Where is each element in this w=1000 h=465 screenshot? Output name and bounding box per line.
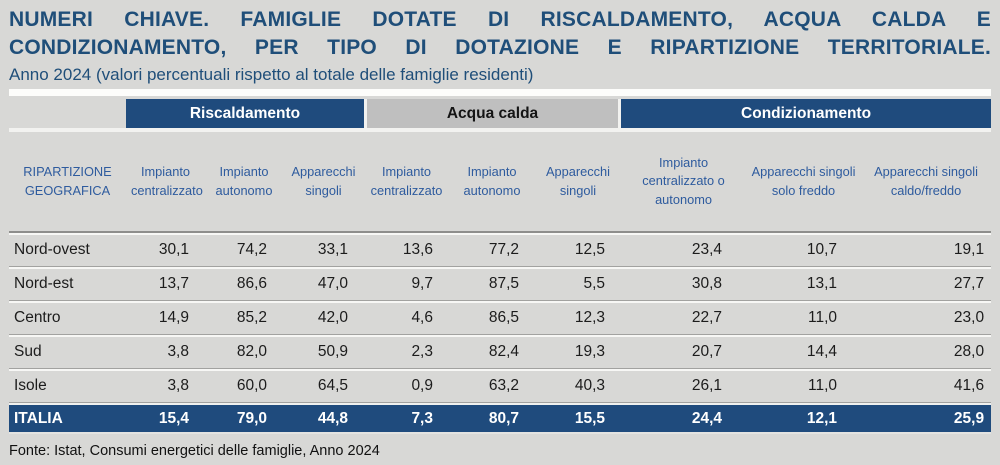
table-top-divider [9,89,991,96]
table-row-nord-est: Nord-est 13,7 86,6 47,0 9,7 87,5 5,5 30,… [9,267,992,301]
cell: 28,0 [861,335,992,369]
row-label: Isole [9,369,126,403]
band-spacer [9,99,126,132]
cell: 41,6 [861,369,992,403]
cell: 64,5 [283,369,364,403]
cell: 50,9 [283,335,364,369]
cell: 26,1 [621,369,747,403]
cell: 20,7 [621,335,747,369]
cell: 23,0 [861,301,992,335]
cell: 25,9 [861,403,992,434]
cell: 15,5 [535,403,622,434]
cell: 27,7 [861,267,992,301]
cell: 87,5 [449,267,535,301]
column-group-band-row: Riscaldamento Acqua calda Condizionament… [9,99,992,132]
page-title-line1: NUMERI CHIAVE. FAMIGLIE DOTATE DI RISCAL… [9,8,991,31]
cell: 74,2 [205,233,283,267]
row-label: Nord-ovest [9,233,126,267]
cell: 4,6 [364,301,449,335]
band-riscaldamento: Riscaldamento [126,99,364,132]
cell: 85,2 [205,301,283,335]
cell: 77,2 [449,233,535,267]
cell: 82,0 [205,335,283,369]
col-header-cond-centralizzato-autonomo: Impianto centralizzato o autonomo [621,132,747,233]
band-acqua-calda: Acqua calda [364,99,622,132]
table-row-italia-total: ITALIA 15,4 79,0 44,8 7,3 80,7 15,5 24,4… [9,403,992,434]
cell: 13,6 [364,233,449,267]
cell: 9,7 [364,267,449,301]
cell: 14,9 [126,301,205,335]
cell: 7,3 [364,403,449,434]
cell: 11,0 [746,369,862,403]
cell: 42,0 [283,301,364,335]
cell: 23,4 [621,233,747,267]
page-title: NUMERI CHIAVE. FAMIGLIE DOTATE DI RISCAL… [9,6,991,62]
cell: 63,2 [449,369,535,403]
page-subtitle: Anno 2024 (valori percentuali rispetto a… [9,65,534,84]
cell: 86,6 [205,267,283,301]
row-label: Sud [9,335,126,369]
table-row-nord-ovest: Nord-ovest 30,1 74,2 33,1 13,6 77,2 12,5… [9,233,992,267]
cell: 80,7 [449,403,535,434]
col-header-acqua-autonomo: Impianto autonomo [449,132,535,233]
cell: 0,9 [364,369,449,403]
col-header-acqua-singoli: Apparecchi singoli [535,132,622,233]
col-header-risc-singoli: Apparecchi singoli [283,132,364,233]
cell: 22,7 [621,301,747,335]
cell: 12,3 [535,301,622,335]
column-header-row: RIPARTIZIONE GEOGRAFICA Impianto central… [9,132,992,233]
row-label: Nord-est [9,267,126,301]
cell: 44,8 [283,403,364,434]
cell: 19,1 [861,233,992,267]
cell: 47,0 [283,267,364,301]
cell: 5,5 [535,267,622,301]
col-header-risc-autonomo: Impianto autonomo [205,132,283,233]
col-header-acqua-centralizzato: Impianto centralizzato [364,132,449,233]
cell: 11,0 [746,301,862,335]
row-label: Centro [9,301,126,335]
cell: 60,0 [205,369,283,403]
cell: 86,5 [449,301,535,335]
cell: 30,8 [621,267,747,301]
cell: 19,3 [535,335,622,369]
cell: 33,1 [283,233,364,267]
cell: 14,4 [746,335,862,369]
cell: 24,4 [621,403,747,434]
cell: 12,1 [746,403,862,434]
source-note: Fonte: Istat, Consumi energetici delle f… [9,443,380,459]
cell: 3,8 [126,369,205,403]
page-title-line2: CONDIZIONAMENTO, PER TIPO DI DOTAZIONE E… [9,36,991,59]
table-row-isole: Isole 3,8 60,0 64,5 0,9 63,2 40,3 26,1 1… [9,369,992,403]
cell: 40,3 [535,369,622,403]
row-header-label: RIPARTIZIONE GEOGRAFICA [9,132,126,233]
table-row-centro: Centro 14,9 85,2 42,0 4,6 86,5 12,3 22,7… [9,301,992,335]
col-header-cond-solo-freddo: Apparecchi singoli solo freddo [746,132,862,233]
table-row-sud: Sud 3,8 82,0 50,9 2,3 82,4 19,3 20,7 14,… [9,335,992,369]
cell: 13,1 [746,267,862,301]
cell: 2,3 [364,335,449,369]
col-header-cond-caldo-freddo: Apparecchi singoli caldo/freddo [861,132,992,233]
cell: 82,4 [449,335,535,369]
cell: 3,8 [126,335,205,369]
col-header-risc-centralizzato: Impianto centralizzato [126,132,205,233]
cell: 15,4 [126,403,205,434]
cell: 10,7 [746,233,862,267]
cell: 13,7 [126,267,205,301]
cell: 30,1 [126,233,205,267]
cell: 79,0 [205,403,283,434]
statistics-table: Riscaldamento Acqua calda Condizionament… [9,99,992,434]
cell: 12,5 [535,233,622,267]
row-label: ITALIA [9,403,126,434]
band-condizionamento: Condizionamento [621,99,992,132]
